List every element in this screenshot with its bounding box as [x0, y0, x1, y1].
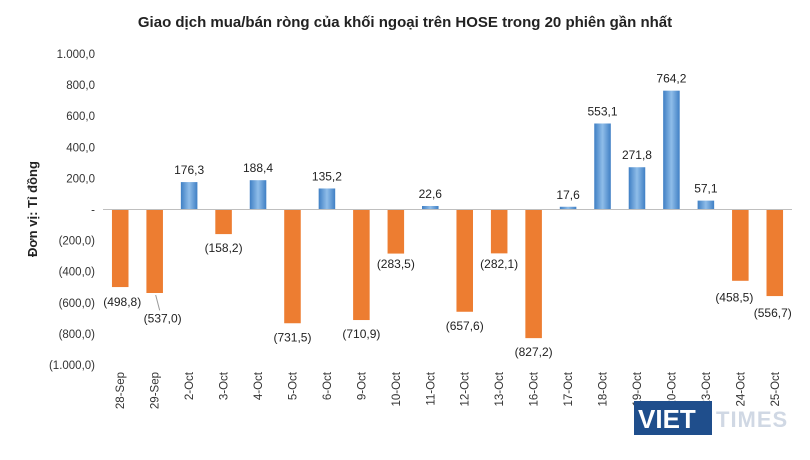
x-tick-label: 9-Oct [356, 371, 368, 400]
x-tick-label: 13-Oct [494, 371, 506, 406]
bar-19-oct [628, 167, 646, 210]
x-tick-label: 17-Oct [563, 371, 575, 406]
data-label: (283,5) [377, 257, 415, 271]
bar-12-oct [456, 209, 473, 312]
x-tick-label: 25-Oct [770, 371, 782, 406]
x-tick-label: 20-Oct [666, 371, 678, 406]
logo-text-viet: VIET [638, 404, 696, 434]
bar-25-oct [766, 209, 784, 297]
data-label: (710,9) [342, 327, 380, 341]
bar-13-oct [490, 209, 508, 254]
x-axis-ticks: 28-Sep 29-Sep 2-Oct 3-Oct 4-Oct 5-Oct 6-Oct 9-O… [115, 371, 782, 409]
x-tick-label: 11-Oct [425, 371, 437, 405]
bar-16-oct [525, 209, 542, 339]
x-tick-label: 3-Oct [219, 371, 231, 400]
y-tick-label: 200,0 [66, 173, 95, 185]
bar-18-oct [594, 123, 611, 210]
data-label: (282,1) [480, 257, 518, 271]
x-tick-label: 12-Oct [460, 371, 472, 406]
x-tick-label: 23-Oct [701, 371, 713, 406]
bars [111, 90, 784, 339]
bar-10-oct [387, 209, 405, 254]
data-label: 271,8 [622, 148, 652, 162]
data-label: 764,2 [656, 72, 686, 86]
data-label: (458,5) [715, 290, 753, 304]
bar-17-oct [559, 206, 577, 210]
y-axis-ticks: 1.000,0 800,0 600,0 400,0 200,0 - (200,0) (400,… [49, 49, 95, 372]
logo-badge [634, 401, 712, 435]
x-tick-label: 10-Oct [391, 371, 403, 406]
data-labels: (498,8)(537,0) 176,3 (158,2) 188,4 (731,5) 13… [103, 72, 792, 359]
y-tick-label: (600,0) [59, 298, 96, 310]
x-tick-label: 6-Oct [322, 371, 334, 400]
y-axis-label: Đơn vị: Tỉ đồng [25, 161, 40, 257]
data-label: 57,1 [694, 182, 718, 196]
x-tick-label: 28-Sep [115, 372, 127, 409]
y-tick-label: (200,0) [59, 236, 96, 248]
bar-24-oct [732, 209, 749, 281]
leader-lines [155, 294, 161, 311]
y-tick-label: (400,0) [59, 267, 96, 279]
x-tick-label: 29-Sep [150, 372, 162, 409]
bar-11-oct [422, 205, 439, 210]
logo-text-times: TIMES [716, 407, 788, 432]
y-tick-label: - [91, 205, 95, 217]
y-tick-label: 1.000,0 [57, 49, 95, 61]
data-label: 188,4 [243, 161, 273, 175]
data-label: 553,1 [588, 104, 618, 118]
viettimes-logo: VIET TIMES [634, 401, 788, 435]
bar-4-oct [249, 180, 267, 210]
leader-line-29-sep [155, 294, 161, 311]
data-label: (827,2) [515, 345, 553, 359]
x-tick-label: 4-Oct [253, 371, 265, 400]
bar-20-oct [663, 90, 680, 210]
bar-3-oct [215, 209, 232, 235]
y-tick-label: (1.000,0) [49, 360, 95, 372]
x-tick-label: 5-Oct [287, 371, 299, 400]
data-label: (537,0) [144, 311, 182, 325]
data-label: (498,8) [103, 295, 141, 309]
chart-title: Giao dịch mua/bán ròng của khối ngoại tr… [138, 14, 672, 31]
data-label: 135,2 [312, 169, 342, 183]
bar-5-oct [284, 209, 301, 324]
data-label: (556,7) [754, 306, 792, 320]
data-label: (731,5) [273, 330, 311, 344]
x-tick-label: 2-Oct [184, 371, 196, 400]
bar-29-sep [146, 209, 163, 293]
x-tick-label: 24-Oct [735, 371, 747, 406]
data-label: 176,3 [174, 163, 204, 177]
bar-23-oct [697, 200, 715, 210]
x-tick-label: 19-Oct [632, 371, 644, 406]
bar-9-oct [353, 209, 370, 321]
x-tick-label: 18-Oct [598, 371, 610, 406]
bar-6-oct [318, 188, 336, 210]
bar-28-sep [111, 209, 129, 288]
y-tick-label: (800,0) [59, 329, 96, 341]
data-label: 17,6 [556, 188, 580, 202]
x-tick-label: 16-Oct [529, 371, 541, 406]
data-label: (158,2) [205, 241, 243, 255]
data-label: (657,6) [446, 319, 484, 333]
data-label: 22,6 [419, 187, 443, 201]
y-tick-label: 800,0 [66, 80, 95, 92]
y-tick-label: 600,0 [66, 111, 95, 123]
bar-2-oct [180, 182, 198, 210]
y-tick-label: 400,0 [66, 142, 95, 154]
